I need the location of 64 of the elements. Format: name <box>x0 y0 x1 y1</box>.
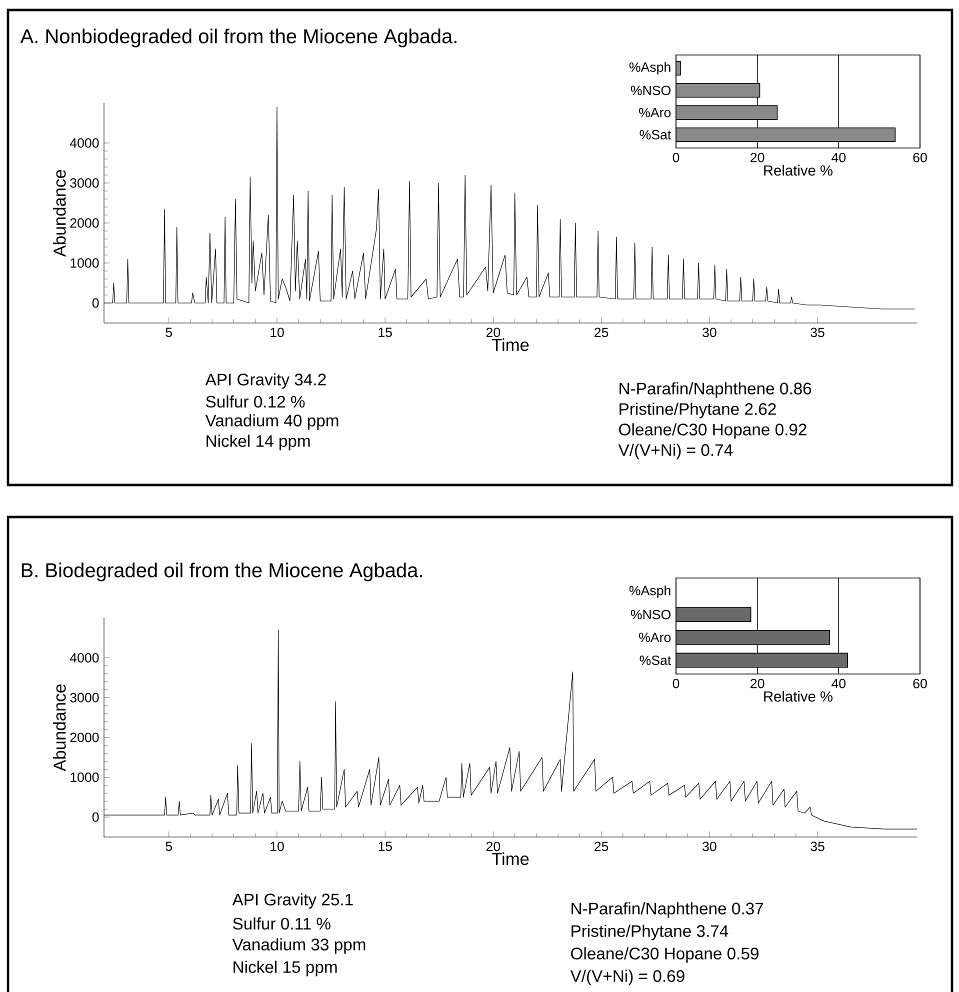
y-tick-label: 2000 <box>70 732 99 742</box>
x-axis-title: Relative % <box>764 164 832 176</box>
text: Sulfur 0.12 % <box>206 395 305 408</box>
y-tick-label: %NSO <box>630 86 671 96</box>
y-tick-label: %Aro <box>639 632 671 642</box>
text: API Gravity 25.1 <box>232 893 353 909</box>
x-tick-label: 20 <box>486 328 500 338</box>
y-tick-label: 3000 <box>70 692 99 702</box>
x-tick-label: 25 <box>594 328 608 338</box>
chart-title: B. Biodegraded oil from the Miocene Agbada. <box>22 562 422 582</box>
y-tick-label: 0 <box>92 298 99 308</box>
y-axis-title: Abundance <box>53 170 66 257</box>
text: V/(V+Ni) = 0.69 <box>570 970 684 986</box>
x-axis-title: Time <box>492 338 529 352</box>
chart-title: A. Nonbiodegraded oil from the Miocene Agbada. <box>20 28 456 48</box>
y-tick-label: 4000 <box>70 138 99 148</box>
text: V/(V+Ni) = 0.74 <box>618 444 733 460</box>
x-tick-label: 30 <box>702 328 716 338</box>
text: API Gravity 34.2 <box>205 373 326 389</box>
y-tick-label: 1000 <box>70 772 99 782</box>
text: Nickel 15 ppm <box>234 960 337 976</box>
x-axis-title: Relative % <box>764 690 832 702</box>
y-tick-label: 3000 <box>70 178 99 188</box>
x-tick-label: 40 <box>832 152 846 162</box>
text: Nickel 14 ppm <box>206 434 310 450</box>
y-tick-label: %Sat <box>640 130 672 140</box>
y-tick-label: %Asph <box>629 585 670 598</box>
x-axis-title: Time <box>492 852 529 866</box>
x-tick-label: 5 <box>166 328 172 338</box>
y-tick-label: 0 <box>92 812 99 822</box>
x-tick-label: 30 <box>702 842 716 852</box>
text: N-Parafin/Naphthene 0.86 <box>620 382 812 398</box>
y-tick-label: %Asph <box>629 62 670 74</box>
x-tick-label: 20 <box>750 152 764 162</box>
x-tick-label: 25 <box>594 842 608 852</box>
text: N-Parafin/Naphthene 0.37 <box>572 902 764 918</box>
y-axis-title: Abundance <box>53 684 66 772</box>
text: Vanadium 40 ppm <box>205 414 338 430</box>
x-tick-label: 40 <box>832 678 846 688</box>
x-tick-label: 0 <box>672 152 680 162</box>
x-tick-label: 20 <box>750 678 764 688</box>
x-tick-label: 0 <box>672 678 680 688</box>
x-tick-label: 10 <box>270 842 284 852</box>
y-tick-label: %Aro <box>639 108 671 118</box>
x-tick-label: 15 <box>378 328 392 338</box>
x-tick-label: 60 <box>913 678 927 688</box>
text: Vanadium 33 ppm <box>232 938 366 954</box>
y-tick-label: 2000 <box>70 218 99 228</box>
x-tick-label: 35 <box>810 328 824 338</box>
y-tick-label: 4000 <box>70 653 99 663</box>
text: Sulfur 0.11 % <box>233 917 330 930</box>
text: Pristine/Phytane 2.62 <box>620 402 776 418</box>
text: Oleane/C30 Hopane 0.92 <box>619 423 806 439</box>
text: Oleane/C30 Hopane 0.59 <box>571 947 758 963</box>
x-tick-label: 5 <box>166 842 172 852</box>
x-tick-label: 15 <box>378 842 392 852</box>
x-tick-label: 20 <box>486 842 500 852</box>
x-tick-label: 35 <box>810 842 824 852</box>
y-tick-label: 1000 <box>70 258 99 268</box>
text: Pristine/Phytane 3.74 <box>572 924 728 940</box>
x-tick-label: 10 <box>270 328 284 338</box>
y-tick-label: %NSO <box>630 610 671 620</box>
x-tick-label: 60 <box>913 152 927 162</box>
y-tick-label: %Sat <box>640 656 672 665</box>
